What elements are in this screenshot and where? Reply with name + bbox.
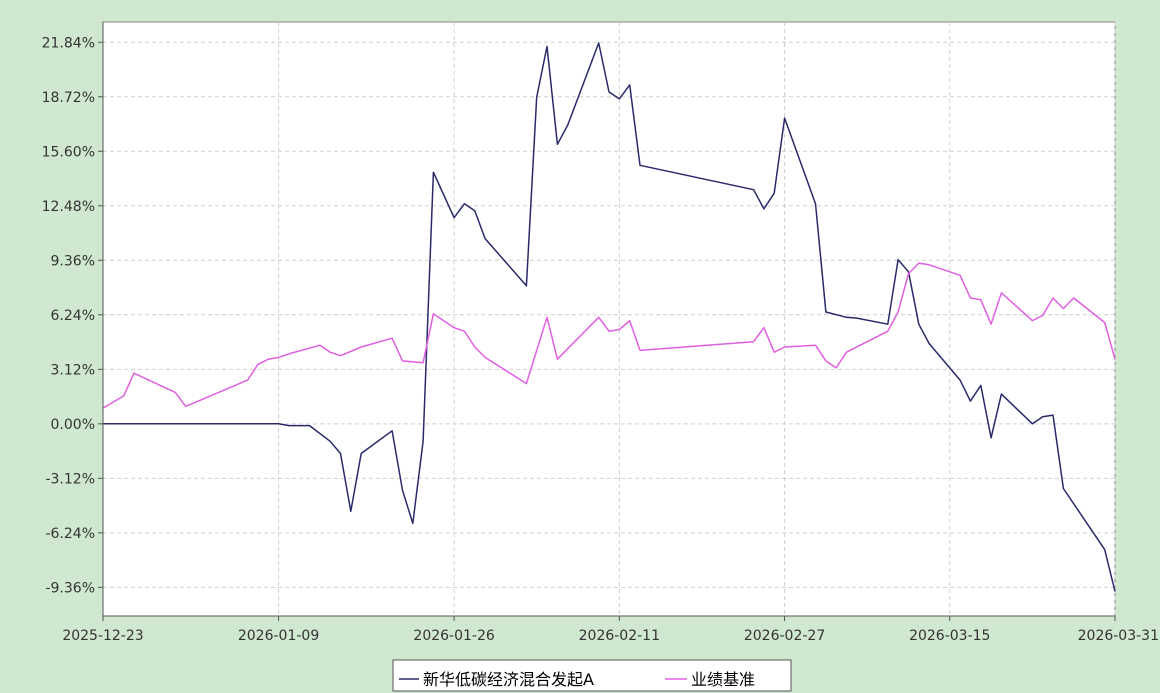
- legend-label-fund: 新华低碳经济混合发起A: [423, 670, 594, 689]
- y-tick-label: -6.24%: [45, 526, 95, 542]
- legend-label-benchmark: 业绩基准: [691, 670, 755, 689]
- x-tick-label: 2026-02-11: [579, 628, 660, 644]
- x-tick-label: 2025-12-23: [62, 628, 143, 644]
- y-tick-label: 6.24%: [51, 308, 95, 324]
- legend: 新华低碳经济混合发起A 业绩基准: [392, 659, 792, 692]
- y-tick-label: 0.00%: [51, 417, 95, 433]
- plot-area: [102, 21, 1116, 617]
- y-tick-label: 15.60%: [42, 144, 95, 160]
- x-tick-label: 2026-02-27: [744, 628, 825, 644]
- y-axis-ticks: 21.84% 18.72% 15.60% 12.48% 9.36% 6.24% 3.12% 0…: [42, 35, 103, 596]
- series-line-benchmark: [102, 262, 1116, 409]
- y-tick-label: -9.36%: [45, 580, 95, 596]
- legend-box: [392, 659, 792, 692]
- series-line-fund: [103, 42, 1116, 592]
- x-tick-label: 2026-01-26: [413, 628, 494, 644]
- y-tick-label: 3.12%: [51, 362, 95, 378]
- y-tick-label: 21.84%: [42, 35, 95, 51]
- x-tick-label: 2026-03-15: [909, 628, 990, 644]
- x-tick-label: 2026-01-09: [238, 628, 319, 644]
- series-lines: [102, 42, 1116, 592]
- x-tick-label: 2026-03-31: [1078, 628, 1159, 644]
- y-tick-label: 9.36%: [51, 253, 95, 269]
- y-tick-label: 12.48%: [42, 199, 95, 215]
- x-axis-ticks: 2025-12-23 2026-01-09 2026-01-26 2026-02-11…: [62, 616, 1159, 644]
- axes: [102, 22, 1115, 617]
- y-tick-label: -3.12%: [45, 471, 95, 487]
- y-tick-label: 18.72%: [42, 90, 95, 106]
